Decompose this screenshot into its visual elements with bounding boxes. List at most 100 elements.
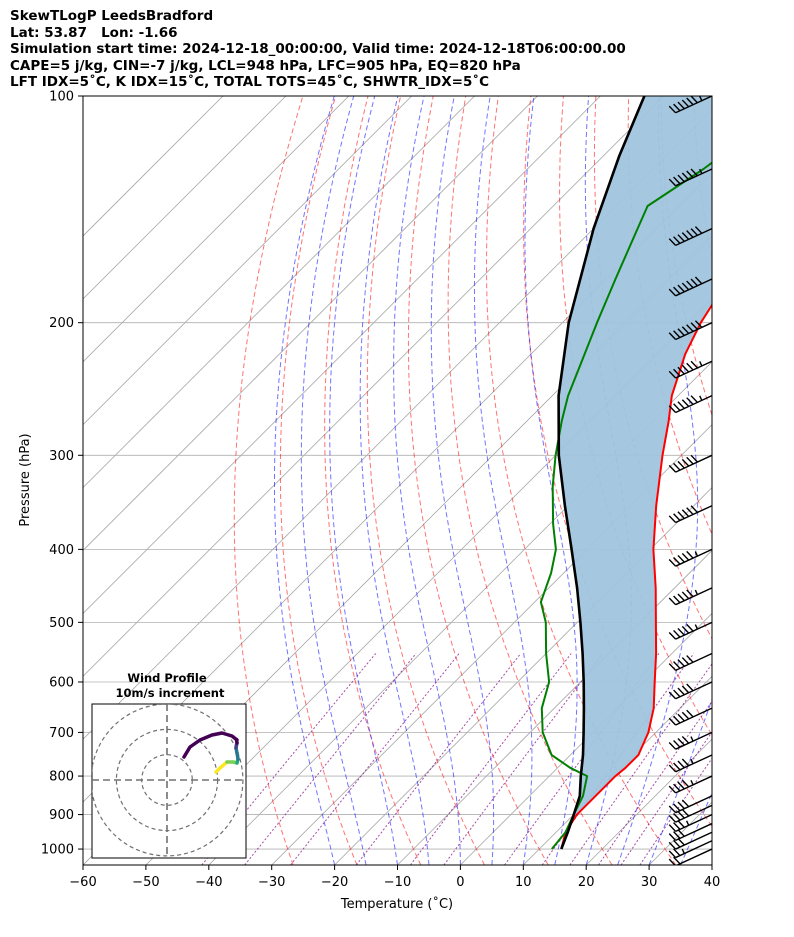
- wind-barb: [668, 681, 712, 700]
- barb-flag: [686, 362, 694, 371]
- barb-flag: [681, 799, 690, 808]
- barb-flag: [677, 810, 685, 819]
- barb-half-flag: [694, 589, 699, 595]
- barb-flag: [668, 785, 677, 794]
- barb-flag: [677, 829, 685, 837]
- barb-flag: [686, 230, 694, 238]
- barb-half-flag: [690, 779, 694, 786]
- barb-flag: [673, 689, 681, 698]
- time-line: Simulation start time: 2024-12-18_00:00:…: [10, 41, 626, 57]
- barb-flag: [668, 332, 677, 340]
- barb-flag: [686, 709, 694, 718]
- barb-staff: [675, 775, 712, 794]
- barb-flag: [681, 232, 690, 240]
- barb-flag: [677, 511, 685, 519]
- barb-staff: [675, 731, 712, 750]
- wind-barb: [668, 652, 712, 671]
- y-tick-label: 400: [49, 543, 74, 558]
- barb-flag: [686, 280, 694, 289]
- x-tick-label: −40: [195, 875, 222, 890]
- wind-barb: [668, 822, 712, 841]
- barb-flag: [673, 595, 681, 604]
- inset-title: Wind Profile: [127, 671, 207, 685]
- wind-barbs: [668, 96, 712, 865]
- dry-adiabat: [279, 96, 358, 865]
- barb-flag: [668, 814, 677, 823]
- dry-adiabat: [447, 96, 613, 865]
- barb-flag: [690, 322, 698, 330]
- barb-flag: [668, 764, 677, 773]
- barb-flag: [686, 97, 694, 106]
- barb-flag: [673, 803, 681, 812]
- profile-lines: [539, 96, 712, 850]
- y-tick-label: 600: [49, 675, 74, 690]
- dry-adiabat: [726, 96, 794, 865]
- barb-flag: [690, 360, 698, 369]
- dry-adiabat: [324, 96, 422, 865]
- dry-adiabat: [759, 96, 794, 865]
- wind-barb: [668, 775, 712, 794]
- barb-flag: [668, 405, 677, 413]
- chart-title: SkewTLogP LeedsBradford: [10, 8, 214, 24]
- inset-subtitle: 10m/s increment: [116, 686, 225, 700]
- barb-flag: [694, 226, 703, 234]
- isotherm-line: [711, 864, 712, 865]
- barb-staff: [675, 754, 712, 773]
- chart-header: SkewTLogP LeedsBradford Lat: 53.87 Lon: …: [10, 8, 626, 91]
- barb-staff: [675, 804, 712, 823]
- barb-flag: [673, 629, 681, 638]
- barb-flag: [673, 286, 681, 295]
- barb-flag: [677, 801, 685, 810]
- barb-flag: [673, 715, 681, 724]
- barb-flag: [673, 176, 681, 185]
- barb-flag: [668, 178, 677, 187]
- barb-flag: [690, 168, 698, 177]
- wind-barb: [668, 395, 712, 414]
- y-tick-label: 500: [49, 616, 74, 631]
- barb-half-flag: [699, 361, 703, 367]
- barb-flag: [673, 848, 681, 857]
- barb-flag: [668, 841, 677, 850]
- barb-flag: [677, 284, 685, 293]
- barb-staff: [675, 168, 712, 187]
- barb-flag: [668, 824, 677, 832]
- barb-staff: [675, 278, 712, 297]
- mixing-ratio-line: [201, 653, 377, 865]
- isotherm-line: [397, 549, 712, 865]
- moist-adiabats: [274, 96, 712, 865]
- barb-flag: [686, 507, 694, 515]
- barb-flag: [677, 328, 685, 336]
- barb-staff: [675, 505, 712, 524]
- barb-flag: [686, 623, 694, 632]
- barb-flag: [677, 687, 685, 696]
- barb-staff: [675, 454, 712, 473]
- barb-flag: [690, 395, 698, 403]
- wind-barb: [668, 621, 712, 640]
- barb-flag: [668, 464, 677, 473]
- barb-flag: [677, 593, 685, 602]
- barb-flag: [673, 783, 681, 792]
- mixing-ratio-line: [409, 653, 572, 865]
- barb-flag: [668, 833, 677, 841]
- barb-staff: [675, 621, 712, 640]
- barb-flag: [681, 172, 690, 181]
- barb-flag: [673, 556, 681, 565]
- y-axis-label: Pressure (hPa): [18, 433, 33, 526]
- barb-flag: [668, 663, 677, 671]
- barb-flag: [677, 781, 685, 790]
- moist-adiabat: [648, 697, 712, 865]
- barb-staff: [675, 795, 712, 814]
- barb-flag: [668, 105, 677, 114]
- x-tick-label: −60: [69, 875, 96, 890]
- barb-flag: [673, 812, 681, 821]
- isotherm-line: [83, 96, 412, 426]
- barb-flag: [690, 454, 698, 463]
- isotherm-line: [83, 96, 475, 489]
- barb-flag: [681, 399, 690, 407]
- barb-flag: [686, 324, 694, 332]
- index-line: LFT IDX=5˚C, K IDX=15˚C, TOTAL TOTS=45˚C…: [10, 74, 490, 90]
- barb-staff: [675, 227, 712, 247]
- y-tick-label: 800: [49, 770, 74, 785]
- mixing-ratio-line: [639, 757, 712, 865]
- barb-flag: [681, 758, 690, 767]
